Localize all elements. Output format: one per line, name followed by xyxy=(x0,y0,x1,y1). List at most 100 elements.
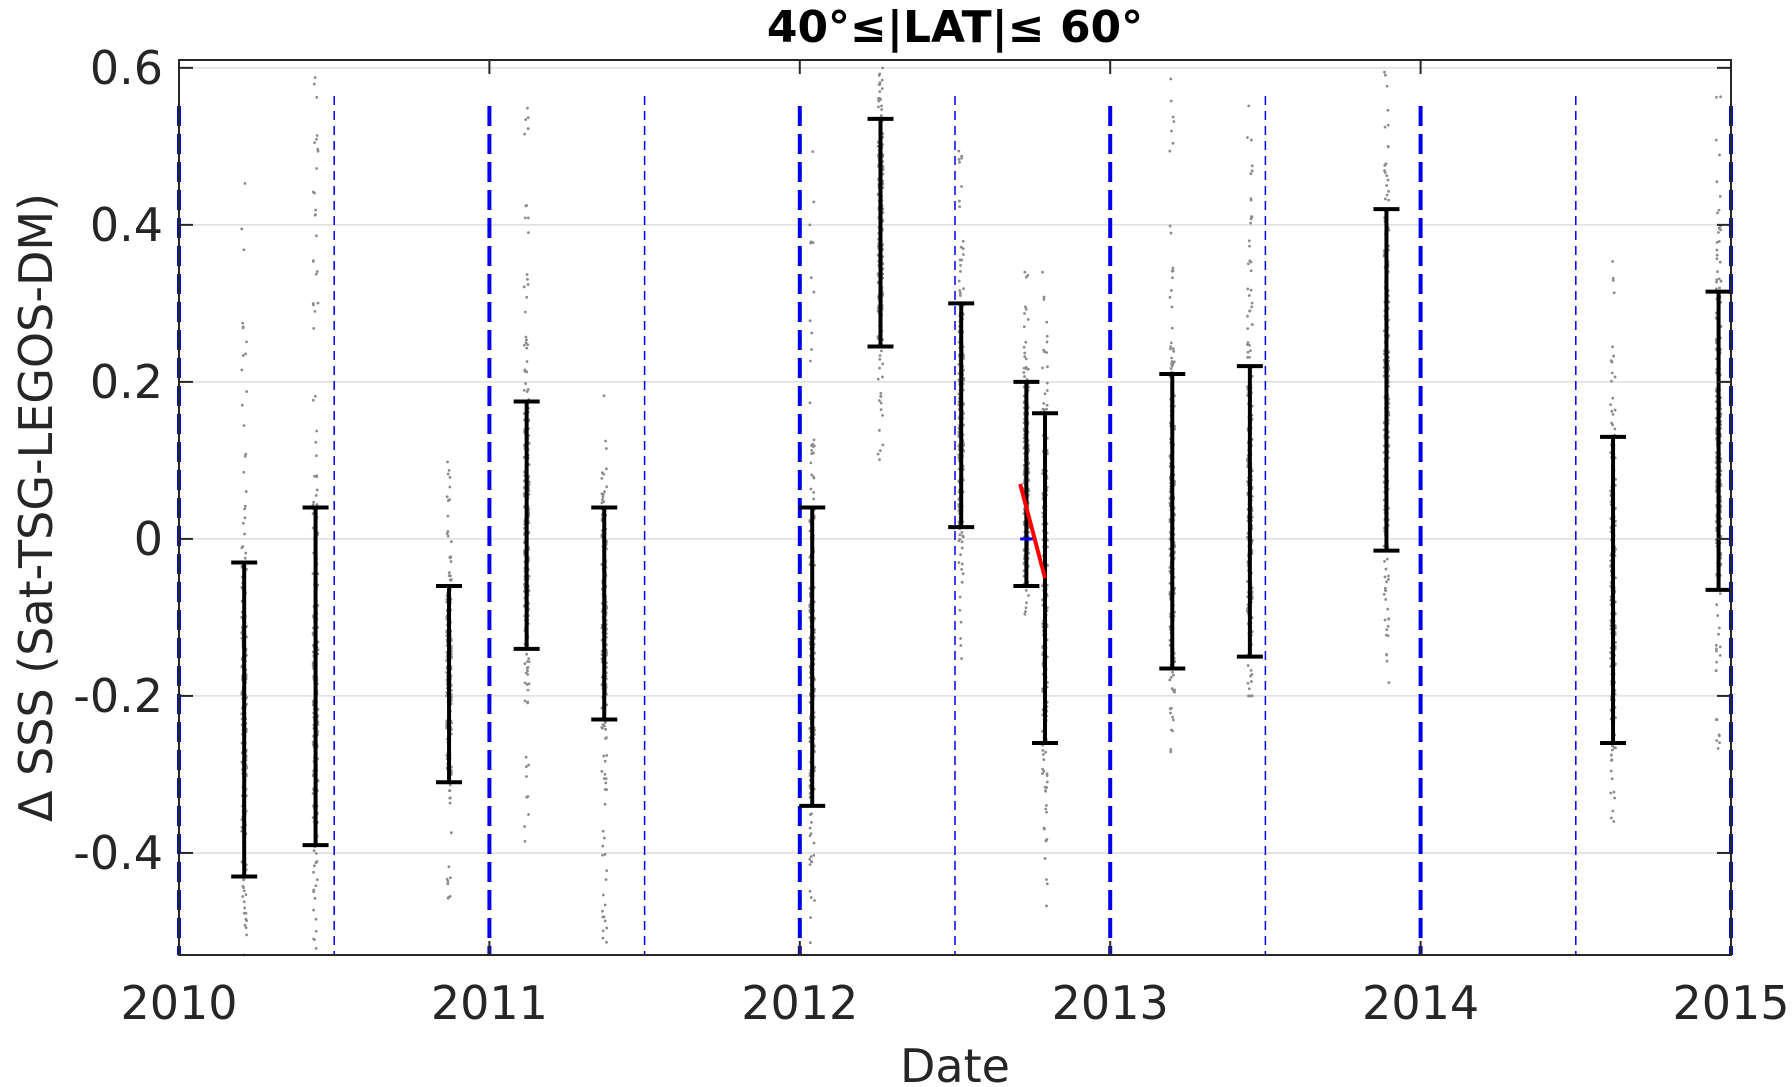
scatter-point xyxy=(312,864,316,868)
scatter-point xyxy=(1715,603,1719,607)
scatter-point xyxy=(957,149,961,153)
scatter-point xyxy=(957,561,961,564)
scatter-point xyxy=(603,721,607,724)
scatter-point xyxy=(603,903,607,907)
scatter-point xyxy=(315,234,318,238)
scatter-point xyxy=(1170,305,1174,309)
scatter-point xyxy=(1248,244,1251,248)
scatter-point xyxy=(243,182,247,185)
scatter-point xyxy=(878,458,881,462)
scatter-point xyxy=(1045,904,1048,908)
scatter-point xyxy=(1715,240,1719,244)
scatter-point xyxy=(1042,295,1046,299)
scatter-point xyxy=(313,76,317,79)
scatter-point xyxy=(1715,180,1719,184)
scatter-point xyxy=(958,291,962,295)
scatter-point xyxy=(527,657,531,661)
scatter-point xyxy=(1172,718,1175,722)
scatter-point xyxy=(601,893,605,897)
scatter-point xyxy=(600,769,604,773)
scatter-point xyxy=(241,895,245,898)
scatter-point xyxy=(960,580,964,584)
scatter-point xyxy=(1718,653,1722,657)
scatter-point xyxy=(1170,360,1174,363)
scatter-point xyxy=(242,889,246,893)
scatter-point xyxy=(962,253,965,256)
scatter-point xyxy=(311,259,315,263)
scatter-point xyxy=(959,263,962,267)
scatter-point xyxy=(1716,614,1720,617)
x-tick-label: 2014 xyxy=(1362,976,1479,1030)
scatter-point xyxy=(1169,347,1172,351)
scatter-point xyxy=(526,688,530,692)
scatter-point xyxy=(957,539,961,543)
scatter-point xyxy=(1026,318,1030,321)
x-tick-label: 2013 xyxy=(1052,976,1169,1030)
scatter-point xyxy=(1246,287,1250,291)
scatter-point xyxy=(959,644,963,647)
scatter-point xyxy=(445,532,449,535)
scatter-point xyxy=(1719,95,1722,99)
scatter-point xyxy=(602,915,606,919)
scatter-point xyxy=(1714,669,1718,673)
scatter-point xyxy=(1044,803,1048,807)
scatter-point xyxy=(878,83,882,86)
x-tick-label: 2010 xyxy=(120,976,237,1030)
chart-title: 40°≤|LAT|≤ 60° xyxy=(767,2,1143,53)
scatter-point xyxy=(448,801,452,805)
scatter-point xyxy=(812,476,816,480)
scatter-point xyxy=(449,560,453,563)
scatter-point xyxy=(603,852,607,856)
scatter-point xyxy=(525,295,529,299)
scatter-point xyxy=(881,414,884,417)
scatter-point xyxy=(448,485,452,489)
scatter-point xyxy=(603,788,607,791)
scatter-point xyxy=(1611,423,1615,427)
scatter-point xyxy=(447,895,451,899)
scatter-point xyxy=(448,476,452,479)
scatter-point xyxy=(809,240,813,244)
scatter-point xyxy=(808,941,812,945)
scatter-point xyxy=(1246,262,1250,266)
scatter-point xyxy=(1385,184,1389,187)
scatter-point xyxy=(958,608,962,612)
scatter-point xyxy=(958,258,962,262)
scatter-point xyxy=(1045,403,1049,407)
scatter-point xyxy=(812,438,816,442)
scatter-point xyxy=(1387,578,1390,581)
scatter-point xyxy=(1022,371,1026,374)
scatter-point xyxy=(957,279,961,283)
scatter-point xyxy=(1171,115,1175,119)
scatter-point xyxy=(1611,259,1615,263)
scatter-point xyxy=(526,106,529,110)
scatter-point xyxy=(1715,718,1719,721)
scatter-point xyxy=(1610,371,1614,375)
scatter-point xyxy=(1718,153,1721,157)
scatter-point xyxy=(1384,633,1388,637)
scatter-point xyxy=(808,834,812,838)
scatter-point xyxy=(881,66,885,70)
scatter-point xyxy=(601,498,604,501)
scatter-point xyxy=(1718,592,1722,595)
scatter-point xyxy=(315,96,319,99)
scatter-point xyxy=(241,321,245,325)
scatter-point xyxy=(1612,745,1616,749)
scatter-point xyxy=(314,861,318,865)
scatter-point xyxy=(1024,610,1027,613)
scatter-point xyxy=(880,78,884,82)
scatter-point xyxy=(1045,780,1049,784)
scatter-point xyxy=(244,490,248,493)
scatter-point xyxy=(1249,288,1253,292)
scatter-point xyxy=(448,796,452,800)
scatter-point xyxy=(312,82,316,86)
scatter-point xyxy=(1024,367,1028,371)
scatter-point xyxy=(812,853,816,857)
scatter-point xyxy=(525,346,529,350)
scatter-point xyxy=(1715,647,1718,651)
scatter-point xyxy=(243,923,247,927)
scatter-point xyxy=(1168,149,1172,153)
x-tick-label: 2011 xyxy=(431,976,548,1030)
scatter-point xyxy=(1170,129,1173,133)
scatter-point xyxy=(1715,649,1718,653)
scatter-point xyxy=(1717,277,1721,281)
